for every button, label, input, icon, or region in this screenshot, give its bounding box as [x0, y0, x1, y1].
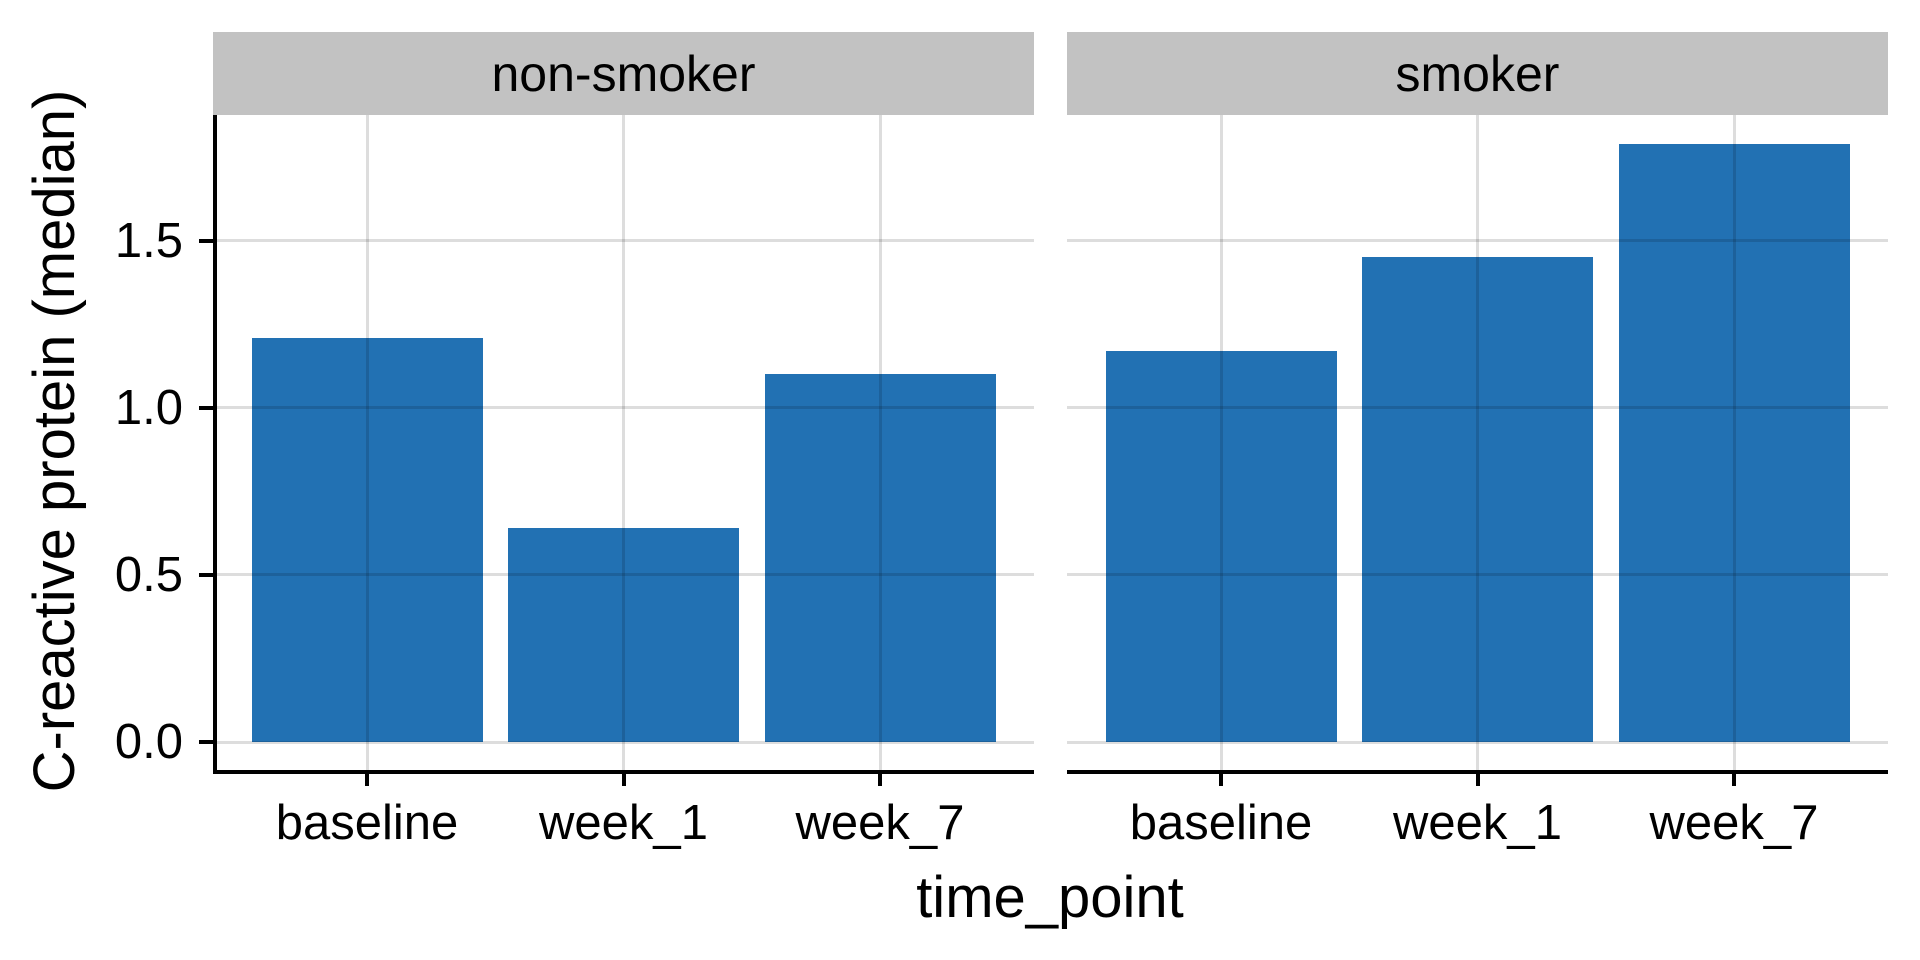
x-axis-title: time_point: [916, 865, 1184, 930]
bar-non-smoker-week-1: [508, 528, 739, 742]
gridline-h: [213, 406, 1034, 410]
gridline-v: [1219, 115, 1223, 772]
facet-panel: [213, 115, 1034, 774]
gridline-v: [365, 115, 369, 772]
gridline-v: [1732, 115, 1736, 772]
x-tick-label: week_1: [1393, 796, 1562, 850]
facet-strip-label: non-smoker: [491, 45, 756, 102]
facet-strip: smoker: [1067, 32, 1888, 115]
x-tick: [1732, 772, 1736, 786]
gridline-v: [1476, 115, 1479, 772]
y-tick: [199, 572, 213, 577]
x-tick-label: week_7: [1649, 796, 1819, 850]
y-tick: [199, 238, 213, 243]
gridline-h: [1067, 239, 1888, 243]
gridline-h: [213, 740, 1034, 744]
gridline-h: [213, 239, 1034, 243]
x-tick: [365, 772, 369, 786]
facet-strip-label: smoker: [1395, 45, 1560, 102]
y-tick: [199, 405, 213, 410]
gridline-v: [878, 115, 882, 772]
facet-strip: non-smoker: [213, 32, 1034, 115]
x-tick: [878, 772, 882, 786]
x-tick-label: week_7: [795, 796, 965, 850]
y-tick-label: 0.0: [114, 715, 183, 769]
y-tick: [199, 740, 213, 744]
x-tick-label: baseline: [275, 796, 459, 850]
x-tick: [1475, 772, 1480, 786]
gridline-h: [1067, 740, 1888, 744]
x-tick-label: week_1: [539, 796, 708, 850]
gridline-h: [1067, 573, 1888, 577]
y-axis-line: [213, 115, 217, 774]
y-axis-title: C-reactive protein (median): [22, 89, 87, 793]
x-tick: [621, 772, 626, 786]
x-tick: [1219, 772, 1223, 786]
y-tick-label: 1.5: [114, 213, 183, 268]
gridline-v: [622, 115, 625, 772]
gridline-h: [213, 573, 1034, 577]
bar-non-smoker-baseline: [251, 338, 483, 742]
x-tick-label: baseline: [1129, 796, 1313, 850]
facet-panel: [1067, 115, 1888, 774]
bar-smoker-baseline: [1105, 351, 1337, 742]
bar-non-smoker-week-7: [764, 374, 996, 742]
bar-smoker-week-7: [1618, 144, 1850, 742]
bar-smoker-week-1: [1362, 257, 1593, 742]
gridline-h: [1067, 406, 1888, 410]
y-tick-label: 0.5: [114, 547, 183, 602]
y-tick-label: 1.0: [114, 380, 183, 435]
